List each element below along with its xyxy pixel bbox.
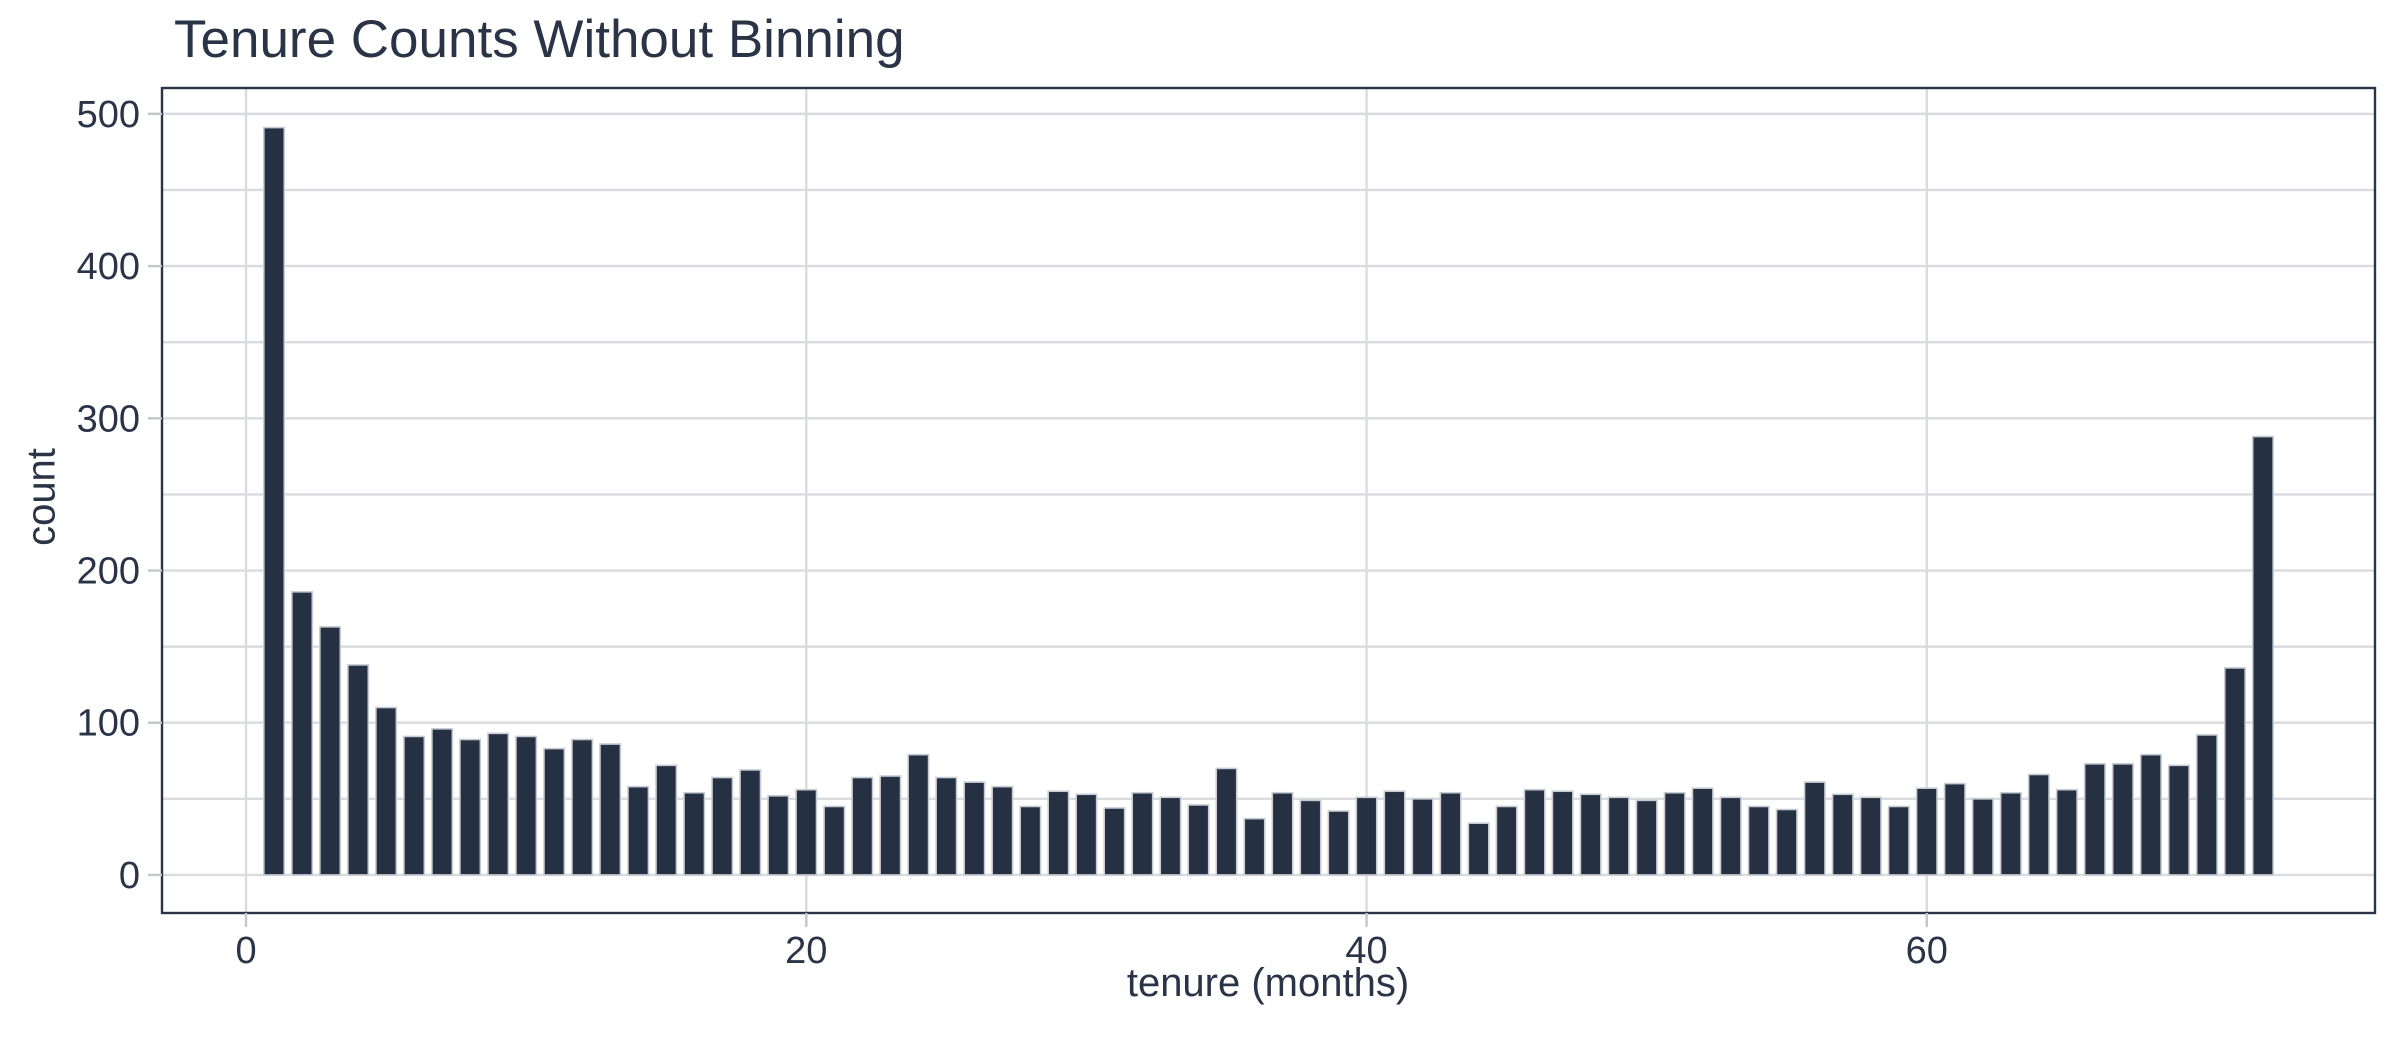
bar (291, 591, 314, 876)
bar (711, 776, 734, 876)
y-tick-label: 400 (77, 246, 140, 288)
bar (1971, 798, 1994, 876)
bar (375, 706, 398, 876)
bar (795, 788, 818, 876)
bar (655, 764, 678, 876)
bar (2195, 734, 2218, 876)
bar (1635, 799, 1658, 876)
bar (1075, 793, 1098, 876)
y-tick-label: 200 (77, 551, 140, 593)
bar (1299, 799, 1322, 876)
bar (1271, 791, 1294, 876)
bar (599, 743, 622, 876)
bar (851, 776, 874, 876)
bar (515, 735, 538, 876)
bar (319, 626, 342, 876)
bar (2055, 788, 2078, 876)
bar (1495, 805, 1518, 876)
bar (935, 776, 958, 876)
bar (1215, 767, 1238, 876)
chart-title: Tenure Counts Without Binning (174, 10, 905, 69)
plot-border (160, 86, 2377, 915)
bar (487, 732, 510, 876)
bar (1831, 793, 1854, 876)
bar (627, 785, 650, 876)
bar (1159, 796, 1182, 876)
bar (1579, 793, 1602, 876)
bar (459, 738, 482, 876)
bar (1523, 788, 1546, 876)
bar (2139, 753, 2162, 876)
bar (823, 805, 846, 876)
bar (1187, 804, 1210, 876)
bar (1467, 822, 1490, 876)
bar (347, 664, 370, 876)
bar (1691, 787, 1714, 876)
bar (2167, 764, 2190, 876)
x-tick-label: 40 (1345, 930, 1387, 972)
bar (1327, 810, 1350, 876)
bar (1915, 787, 1938, 876)
y-tick-label: 500 (77, 94, 140, 136)
bar (1999, 791, 2022, 876)
bar (1131, 791, 1154, 876)
bar (263, 126, 286, 876)
bar (1719, 796, 1742, 876)
bar (2251, 435, 2274, 876)
bar (1243, 817, 1266, 876)
bar (1859, 796, 1882, 876)
bar (991, 785, 1014, 876)
y-tick-label: 0 (119, 855, 140, 897)
bar (683, 791, 706, 876)
x-tick-label: 20 (785, 930, 827, 972)
bar (543, 747, 566, 876)
bar (1355, 796, 1378, 876)
x-tick-label: 60 (1906, 930, 1948, 972)
bar (1607, 796, 1630, 876)
bar (1383, 790, 1406, 876)
bar (1943, 782, 1966, 876)
bar (1803, 781, 1826, 876)
y-tick-label: 300 (77, 398, 140, 440)
bar (1019, 805, 1042, 876)
bar (879, 775, 902, 876)
bar (2223, 667, 2246, 876)
bar (1775, 808, 1798, 876)
bar (403, 735, 426, 876)
bar (1411, 798, 1434, 876)
bar (1663, 791, 1686, 876)
bar (2083, 763, 2106, 876)
bar (2027, 773, 2050, 876)
bar (963, 781, 986, 876)
bar (431, 728, 454, 876)
bar (571, 738, 594, 876)
bar (1439, 791, 1462, 876)
bar (907, 753, 930, 876)
bar (1887, 805, 1910, 876)
x-axis-title: tenure (months) (1126, 961, 1410, 1005)
bar (739, 769, 762, 876)
bar (1047, 790, 1070, 876)
x-tick-label: 0 (235, 930, 256, 972)
bar (1747, 805, 1770, 876)
bar (2111, 763, 2134, 876)
y-tick-label: 100 (77, 703, 140, 745)
bar (1103, 807, 1126, 876)
bar (1551, 790, 1574, 876)
bar (767, 794, 790, 876)
